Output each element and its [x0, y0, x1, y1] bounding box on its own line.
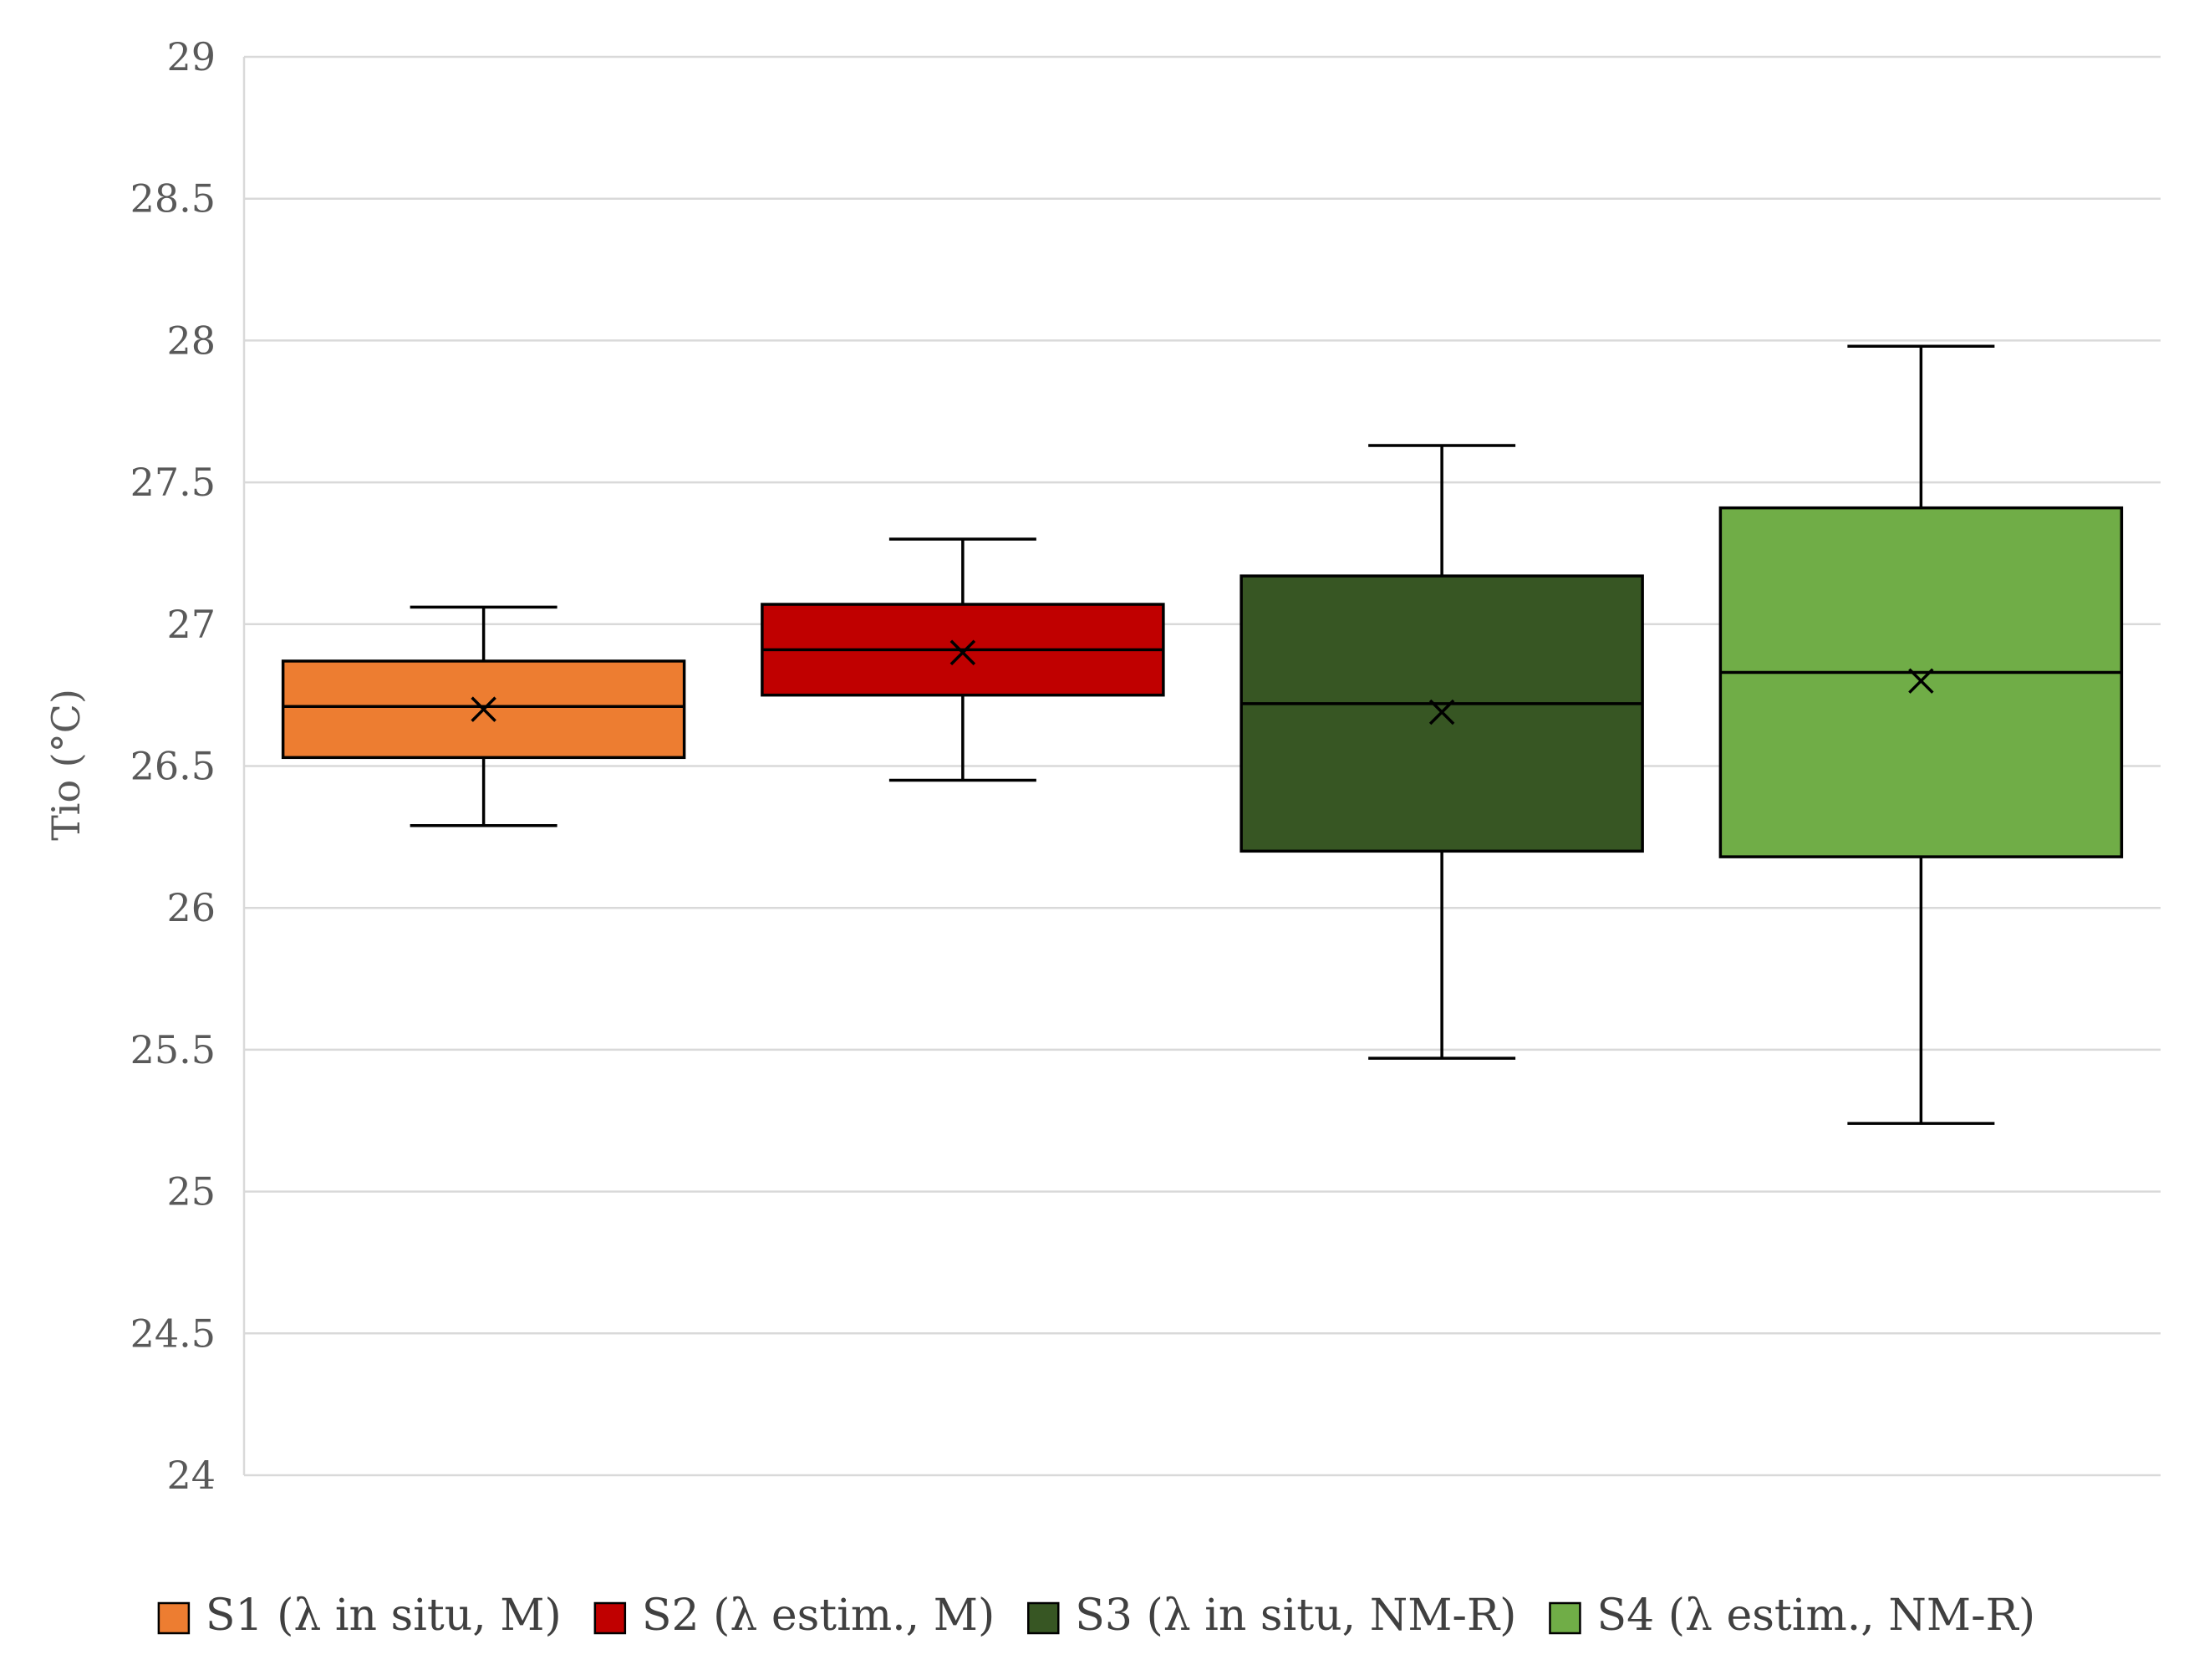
legend-label-s3: S3 (λ in situ, NM-R): [1075, 1591, 1516, 1641]
y-tick-label-28-5: 28.5: [130, 176, 216, 221]
legend-item-s3: S3 (λ in situ, NM-R): [1027, 1591, 1516, 1641]
y-tick-label-27-5: 27.5: [130, 460, 216, 505]
legend-swatch-s2: [593, 1601, 627, 1635]
legend-item-s4: S4 (λ estim., NM-R): [1549, 1591, 2035, 1641]
y-tick-label-24-5: 24.5: [130, 1311, 216, 1356]
mean-marker-s3: [1428, 699, 1455, 725]
legend-swatch-s3: [1027, 1601, 1060, 1635]
y-tick-label-29: 29: [166, 34, 216, 79]
y-tick-label-25: 25: [166, 1169, 216, 1214]
legend-item-s1: S1 (λ in situ, M): [157, 1591, 562, 1641]
y-tick-label-28: 28: [166, 318, 216, 363]
legend-swatch-s1: [157, 1601, 191, 1635]
y-tick-label-26: 26: [166, 885, 216, 930]
mean-marker-s2: [949, 639, 976, 665]
legend: S1 (λ in situ, M) S2 (λ estim., M) S3 (λ i…: [157, 1591, 2035, 1641]
mean-marker-s1: [471, 696, 496, 722]
y-tick-label-26-5: 26.5: [130, 744, 216, 789]
legend-label-s2: S2 (λ estim., M): [642, 1591, 995, 1641]
y-axis: 24 24.5 25 25.5 26 26.5 27 27.5 28 28.5 29: [130, 34, 216, 1498]
y-tick-label-24: 24: [166, 1453, 216, 1498]
legend-label-s1: S1 (λ in situ, M): [206, 1591, 562, 1641]
box-group-s2: [761, 537, 1165, 782]
y-tick-label-27: 27: [166, 602, 216, 647]
plot-area: [281, 344, 2124, 1125]
box-group-s3: [1240, 444, 1644, 1060]
y-axis-title: Tio (°C): [43, 689, 89, 841]
gridlines: [242, 55, 2161, 1477]
legend-swatch-s4: [1549, 1601, 1581, 1635]
y-tick-label-25-5: 25.5: [130, 1027, 216, 1072]
box-group-s4: [1718, 344, 2124, 1125]
legend-label-s4: S4 (λ estim., NM-R): [1596, 1591, 2035, 1641]
legend-item-s2: S2 (λ estim., M): [593, 1591, 995, 1641]
box-group-s1: [281, 605, 686, 827]
mean-marker-s4: [1908, 668, 1934, 694]
